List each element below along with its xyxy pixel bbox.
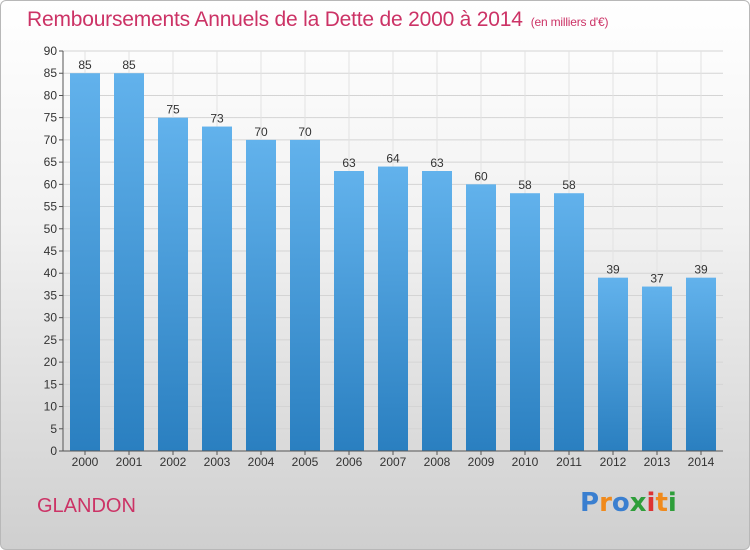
y-tick-label: 55 [44, 200, 58, 214]
y-tick-label: 50 [44, 222, 58, 236]
x-tick-label: 2004 [248, 455, 275, 469]
data-label-2000: 85 [78, 58, 92, 72]
x-tick-label: 2014 [688, 455, 715, 469]
x-tick-label: 2011 [556, 455, 582, 469]
data-label-2008: 63 [430, 156, 444, 170]
proxiti-logo: Proxiti [580, 488, 677, 518]
chart-title: Remboursements Annuels de la Dette de 20… [27, 8, 608, 32]
bar-2006 [334, 171, 364, 451]
y-tick-label: 70 [44, 133, 58, 147]
bar-2014 [686, 277, 716, 451]
y-tick-label: 85 [44, 66, 58, 80]
bar-2005 [290, 139, 320, 451]
y-tick-label: 65 [44, 155, 58, 169]
x-tick-label: 2003 [204, 455, 231, 469]
y-tick-label: 75 [44, 111, 58, 125]
y-tick-label: 20 [44, 355, 58, 369]
x-tick-label: 2009 [468, 455, 495, 469]
data-label-2011: 58 [562, 178, 576, 192]
x-tick-label: 2006 [336, 455, 363, 469]
data-label-2012: 39 [606, 263, 620, 277]
bar-2001 [114, 73, 144, 451]
bar-2003 [202, 126, 232, 452]
y-tick-label: 80 [44, 88, 58, 102]
data-label-2006: 63 [342, 156, 356, 170]
data-label-2005: 70 [298, 125, 312, 139]
axes: 0 5 10 15 20 25 30 35 40 45 50 55 60 65 70 75 80 85 90 2000… [44, 44, 723, 469]
data-label-2009: 60 [474, 169, 488, 183]
bar-2004 [246, 139, 276, 451]
bars: 85 85 75 73 70 70 63 64 63 60 58 58 39 37 39 [70, 58, 716, 452]
y-tick-label: 25 [44, 333, 58, 347]
y-tick-label: 5 [50, 422, 57, 436]
bar-2008 [422, 171, 452, 451]
x-tick-label: 2013 [644, 455, 671, 469]
bar-2002 [158, 117, 188, 452]
x-tick-label: 2001 [116, 455, 143, 469]
data-label-2004: 70 [254, 125, 268, 139]
x-tick-label: 2012 [600, 455, 627, 469]
data-label-2013: 37 [650, 272, 664, 286]
y-tick-label: 35 [44, 288, 58, 302]
x-tick-label: 2008 [424, 455, 451, 469]
data-label-2003: 73 [210, 112, 224, 126]
title-unit: (en milliers d'€) [530, 15, 609, 29]
bar-2011 [554, 193, 584, 451]
bar-2010 [510, 193, 540, 451]
y-tick-label: 90 [44, 44, 58, 58]
data-label-2001: 85 [122, 58, 136, 72]
y-tick-label: 40 [44, 266, 58, 280]
commune-name: GLANDON [37, 495, 136, 517]
bar-2009 [466, 184, 496, 452]
y-tick-label: 10 [44, 400, 58, 414]
x-tick-label: 2005 [292, 455, 319, 469]
y-tick-label: 0 [50, 444, 57, 458]
bar-2012 [598, 277, 628, 451]
x-tick-label: 2002 [160, 455, 187, 469]
y-tick-label: 60 [44, 177, 58, 191]
data-label-2002: 75 [166, 103, 180, 117]
x-tick-label: 2000 [72, 455, 99, 469]
y-tick-label: 15 [44, 377, 58, 391]
y-tick-label: 45 [44, 244, 58, 258]
title-text: Remboursements Annuels de la Dette de 20… [27, 8, 523, 31]
data-label-2010: 58 [518, 178, 532, 192]
bar-2007 [378, 166, 408, 452]
x-tick-label: 2010 [512, 455, 539, 469]
data-label-2007: 64 [386, 152, 400, 166]
data-label-2014: 39 [694, 263, 708, 277]
bar-2000 [70, 73, 100, 451]
x-tick-label: 2007 [380, 455, 407, 469]
bar-2013 [642, 286, 672, 451]
y-tick-label: 30 [44, 311, 58, 325]
